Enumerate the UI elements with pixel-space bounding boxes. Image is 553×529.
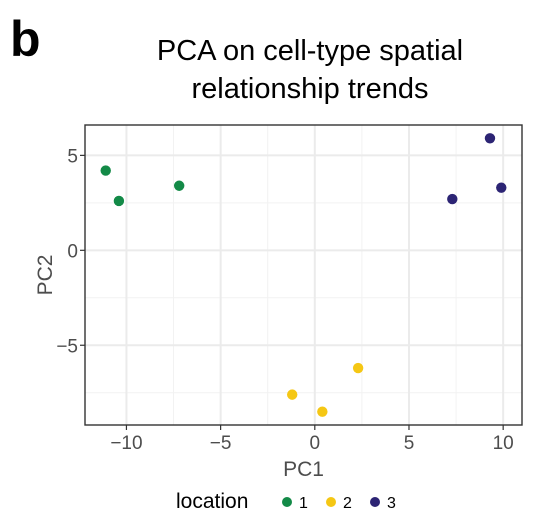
plot-panel-background — [85, 125, 522, 425]
x-tick-label: −10 — [110, 433, 142, 454]
x-tick-label: −5 — [210, 433, 232, 454]
legend-key-1 — [282, 497, 292, 507]
x-tick-label: 5 — [404, 433, 415, 454]
major-gridlines — [85, 125, 522, 425]
data-point-location-1 — [113, 195, 125, 207]
x-axis-title: PC1 — [283, 458, 324, 481]
data-point-location-2 — [317, 406, 328, 417]
chart-title-line-2: relationship trends — [191, 73, 429, 105]
axis-ticks: −10 −5 0 5 10 −5 0 5 — [56, 146, 513, 454]
y-tick-label: −5 — [56, 336, 78, 357]
data-point-location-1 — [173, 180, 185, 191]
legend-key-2 — [326, 497, 336, 507]
legend-key-3 — [370, 497, 380, 507]
data-point-location-3 — [484, 133, 496, 144]
legend-label-3: 3 — [387, 495, 396, 512]
data-point-location-2 — [352, 362, 364, 374]
data-point-location-3 — [496, 182, 507, 193]
data-point-location-2 — [286, 389, 298, 400]
legend-label-1: 1 — [299, 495, 308, 512]
chart-title-line-1: PCA on cell-type spatial — [156, 35, 464, 67]
minor-gridlines — [85, 125, 522, 425]
chart-title: PCA on cell-type spatial relationship tr… — [60, 32, 553, 108]
legend-title: location — [176, 490, 248, 513]
y-tick-label: 5 — [67, 146, 78, 167]
plot-panel-border — [84, 124, 523, 426]
data-points — [100, 133, 507, 417]
panel-label: b — [10, 11, 41, 67]
legend: location 1 2 3 — [176, 490, 396, 513]
y-axis-title: PC2 — [34, 255, 57, 296]
y-tick-label: 0 — [67, 241, 78, 262]
x-tick-label: 0 — [310, 433, 321, 454]
x-tick-label: 10 — [493, 433, 514, 454]
data-point-location-3 — [447, 193, 458, 205]
data-point-location-1 — [100, 165, 111, 176]
legend-label-2: 2 — [343, 495, 352, 512]
